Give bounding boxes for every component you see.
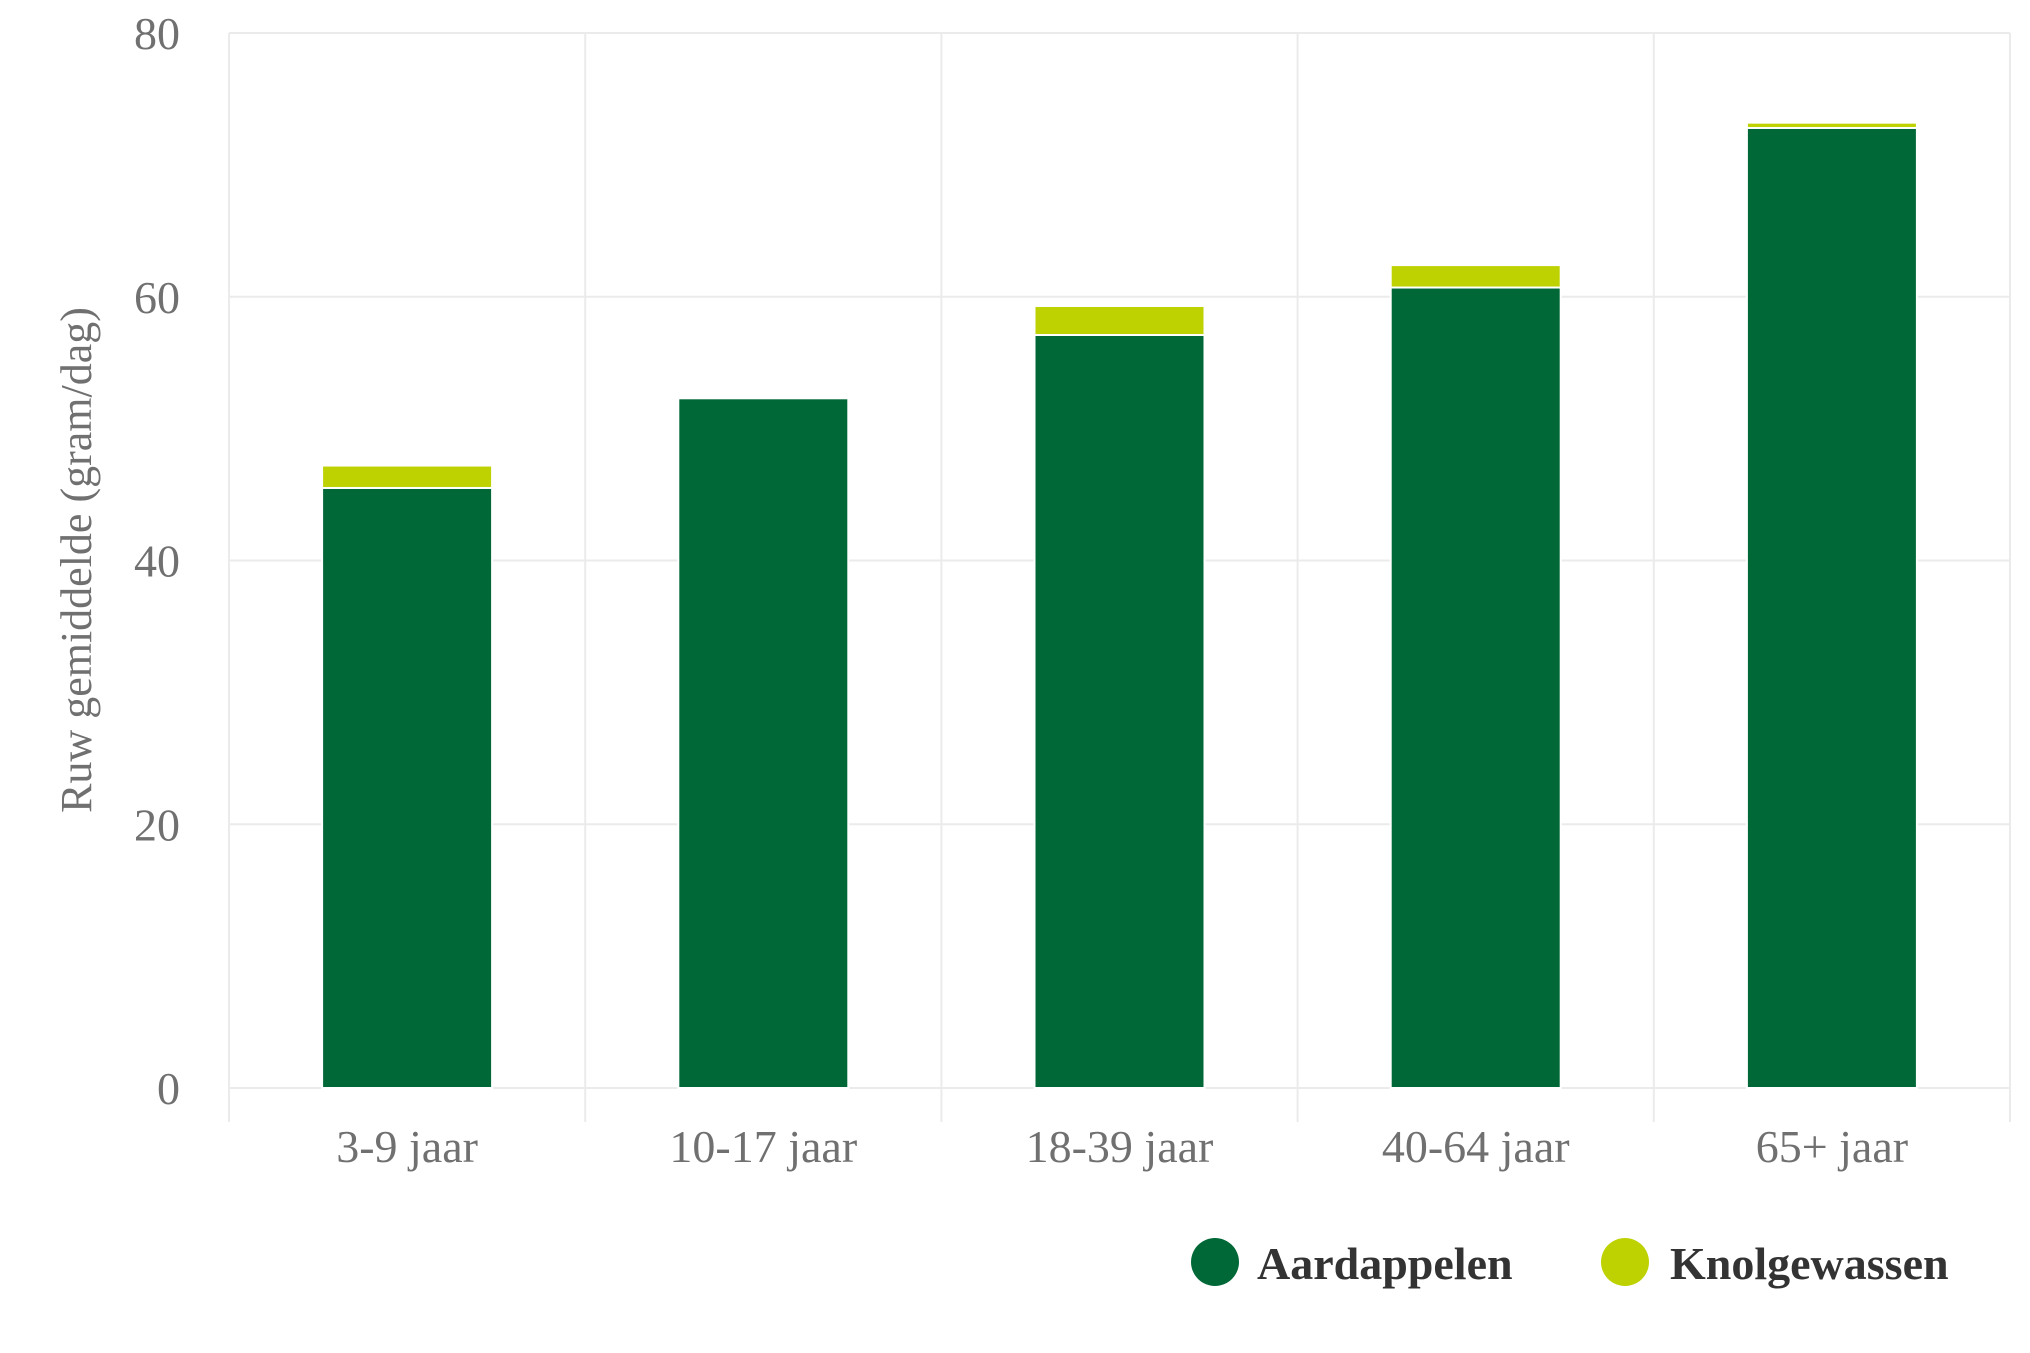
bar-segment-knolgewassen [1033, 304, 1206, 336]
bar-segment-aardappelen [1033, 333, 1206, 1089]
y-axis-ticks: 0 20 40 60 80 [134, 8, 180, 1114]
bar-segment-aardappelen [1389, 286, 1562, 1089]
y-tick-label: 60 [134, 272, 180, 323]
bar-segment-aardappelen [1745, 126, 1918, 1089]
grid-lines [228, 32, 2011, 1122]
legend-swatch [1191, 1238, 1239, 1286]
x-tick-label: 10-17 jaar [669, 1121, 857, 1172]
bar-segment-knolgewassen [1389, 264, 1562, 289]
y-tick-label: 40 [134, 536, 180, 587]
x-axis-ticks: 3-9 jaar 10-17 jaar 18-39 jaar 40-64 jaar 65… [336, 1121, 1908, 1172]
bar-segment-aardappelen [677, 397, 850, 1089]
legend: Aardappelen Knolgewassen [1191, 1238, 1949, 1289]
bars [321, 121, 1918, 1089]
bar-segment-knolgewassen [321, 464, 494, 489]
x-tick-label: 18-39 jaar [1026, 1121, 1214, 1172]
legend-label: Aardappelen [1257, 1238, 1513, 1289]
x-tick-label: 3-9 jaar [336, 1121, 478, 1172]
x-tick-label: 65+ jaar [1756, 1121, 1908, 1172]
bar-segment-knolgewassen [1745, 121, 1918, 129]
y-tick-label: 80 [134, 8, 180, 59]
y-tick-label: 0 [157, 1063, 180, 1114]
legend-label: Knolgewassen [1670, 1238, 1949, 1289]
x-tick-label: 40-64 jaar [1382, 1121, 1570, 1172]
y-axis-label: Ruw gemiddelde (gram/dag) [52, 307, 101, 813]
legend-swatch [1601, 1238, 1649, 1286]
bar-segment-aardappelen [321, 486, 494, 1089]
y-tick-label: 20 [134, 799, 180, 850]
